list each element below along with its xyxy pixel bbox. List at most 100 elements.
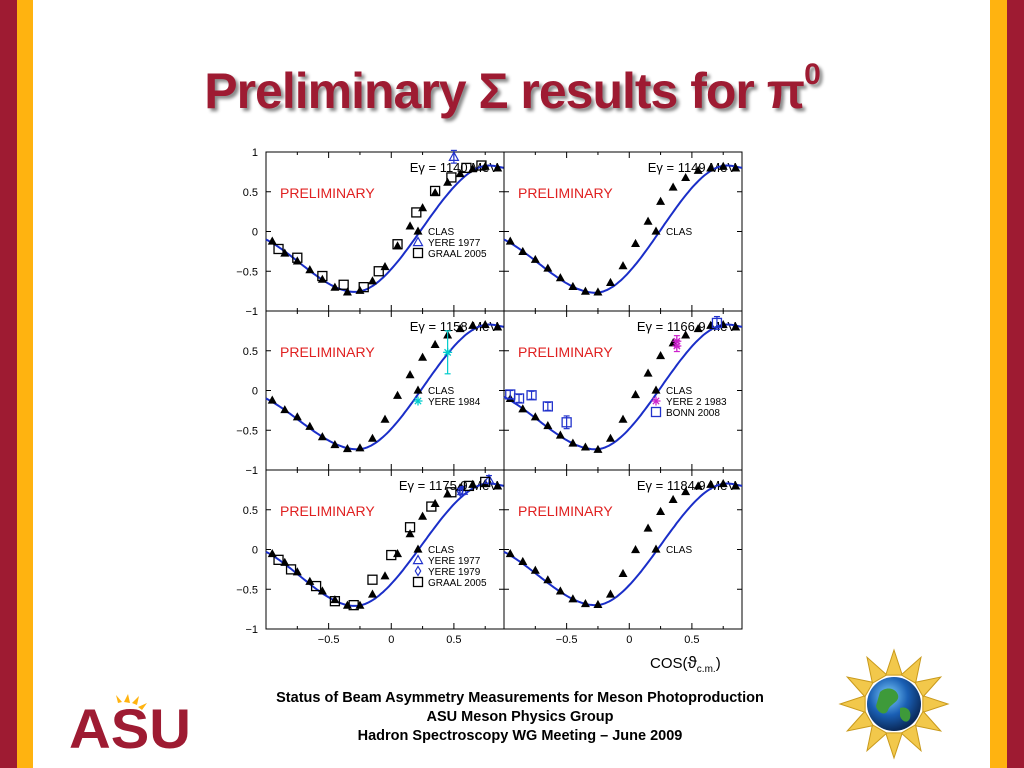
data-point: [706, 163, 716, 172]
data-point: [731, 481, 741, 490]
y-tick-label: −1: [245, 306, 258, 318]
footer-line-3: Hadron Spectroscopy WG Meeting – June 20…: [357, 728, 683, 744]
data-point: [542, 401, 553, 412]
legend-marker: [650, 406, 662, 418]
data-point: [418, 511, 428, 520]
legend-entry: CLAS: [666, 227, 692, 238]
data-point: [280, 248, 290, 257]
data-point: [461, 162, 472, 174]
y-tick-label: 0: [252, 545, 258, 557]
data-point: [593, 599, 603, 608]
legend-entry: CLAS: [666, 386, 692, 397]
y-tick-label: 0.5: [243, 346, 258, 358]
title-text: Preliminary Σ results for π: [204, 63, 805, 119]
data-point: [555, 430, 565, 439]
data-point: [338, 279, 349, 290]
data-point: [483, 473, 495, 484]
asu-logo: ASU: [69, 694, 191, 754]
data-point: [681, 172, 691, 182]
data-point: [505, 548, 515, 558]
data-point: [568, 594, 578, 603]
preliminary-label: PRELIMINARY: [518, 185, 613, 201]
data-point: [392, 239, 403, 250]
data-point: [693, 165, 703, 174]
data-point: [493, 322, 503, 331]
data-point: [411, 207, 422, 218]
data-point: [310, 580, 322, 592]
data-point: [456, 485, 464, 498]
fit-curve: [265, 323, 505, 451]
panel-frame: [265, 310, 505, 471]
data-point: [561, 417, 572, 428]
legend-entry: BONN 2008: [666, 408, 720, 419]
data-point: [292, 412, 302, 421]
data-point: [273, 243, 284, 255]
footer-line-2: ASU Meson Physics Group: [426, 709, 614, 725]
data-point: [330, 595, 340, 604]
sigma-chart: 10.50−0.5−1Eγ = 1140 MeVPRELIMINARYCLASY…: [236, 147, 743, 675]
data-point: [493, 481, 503, 490]
data-point: [476, 160, 487, 171]
data-point: [373, 266, 384, 277]
data-point: [530, 565, 540, 574]
data-point: [329, 596, 341, 607]
fit-curve: [503, 323, 743, 451]
data-point: [267, 236, 277, 245]
panel-frame: [503, 469, 743, 630]
preliminary-label: PRELIMINARY: [518, 503, 613, 519]
legend-marker: [414, 565, 422, 577]
legend-marker: [413, 385, 423, 394]
asu-sunburst-icon: [116, 694, 147, 710]
data-point: [580, 442, 590, 451]
data-point: [605, 589, 615, 598]
data-point: [593, 287, 603, 296]
data-point: [518, 404, 528, 413]
data-point: [342, 444, 352, 453]
x-tick-label: −0.5: [556, 634, 578, 646]
data-point: [330, 282, 340, 291]
data-point: [443, 347, 453, 357]
data-point: [380, 571, 390, 580]
data-point: [468, 320, 478, 329]
data-point: [446, 172, 457, 183]
data-point: [446, 487, 457, 498]
left-gold-bar: [17, 0, 33, 768]
legend-entry: CLAS: [428, 545, 454, 556]
legend-marker: [412, 247, 424, 259]
preliminary-label: PRELIMINARY: [280, 185, 375, 201]
data-point: [631, 238, 641, 248]
preliminary-label: PRELIMINARY: [280, 344, 375, 360]
y-tick-label: 1: [252, 147, 258, 159]
data-point: [342, 287, 352, 296]
asu-logo-text: ASU: [69, 697, 191, 754]
data-point: [317, 586, 327, 595]
data-point: [405, 221, 415, 230]
data-point: [273, 554, 284, 565]
data-point: [656, 351, 666, 360]
data-point: [405, 529, 415, 538]
data-point: [426, 501, 437, 512]
data-point: [656, 196, 666, 205]
y-tick-label: 0: [252, 227, 258, 239]
data-point: [280, 405, 290, 414]
fit-curve: [503, 164, 743, 294]
panel-energy-label: Eγ = 1158 MeV: [410, 319, 499, 334]
data-point: [618, 568, 628, 577]
legend-entry: GRAAL 2005: [428, 249, 487, 260]
legend-entry: YERE 1979: [428, 567, 481, 578]
panel-frame: [503, 310, 743, 471]
preliminary-label: PRELIMINARY: [280, 503, 375, 519]
data-point: [693, 323, 703, 333]
legend-entry: YERE 1977: [428, 238, 481, 249]
legend-marker: [413, 544, 423, 553]
data-point: [317, 270, 328, 282]
y-tick-label: 0.5: [243, 187, 258, 199]
data-point: [605, 277, 615, 286]
legend-entry: CLAS: [428, 227, 454, 238]
data-point: [355, 443, 365, 452]
panel-frame: [503, 151, 743, 312]
legend-entry: CLAS: [666, 545, 692, 556]
legend-marker: [413, 226, 423, 235]
title-superscript: 0: [804, 58, 821, 92]
